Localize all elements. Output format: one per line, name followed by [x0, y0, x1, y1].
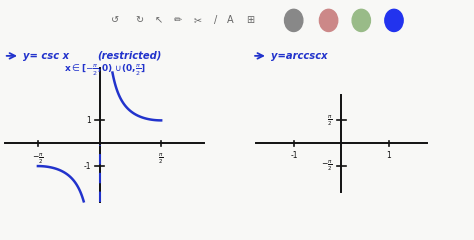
Text: A: A [227, 15, 234, 25]
Ellipse shape [319, 9, 338, 31]
Ellipse shape [352, 9, 371, 31]
Ellipse shape [284, 9, 303, 31]
Text: -1: -1 [290, 151, 298, 160]
Text: y= csc x: y= csc x [23, 51, 69, 61]
Text: ⊞: ⊞ [246, 15, 254, 25]
Text: x$\in$[$-\frac{\pi}{2}$,0) $\cup$(0,$\frac{\pi}{2}$]: x$\in$[$-\frac{\pi}{2}$,0) $\cup$(0,$\fr… [64, 63, 146, 78]
Text: $-\frac{\pi}{2}$: $-\frac{\pi}{2}$ [321, 159, 333, 174]
Text: -1: -1 [83, 162, 91, 171]
Ellipse shape [385, 9, 403, 31]
Text: ↻: ↻ [135, 15, 143, 25]
Text: ↺: ↺ [111, 15, 119, 25]
Text: 1: 1 [386, 151, 391, 160]
Text: ✂: ✂ [194, 15, 202, 25]
Text: ↖: ↖ [155, 15, 163, 25]
Text: $-\frac{\pi}{2}$: $-\frac{\pi}{2}$ [32, 151, 44, 166]
Text: (restricted): (restricted) [97, 51, 162, 61]
Text: y=arccscx: y=arccscx [271, 51, 328, 61]
Text: $\frac{\pi}{2}$: $\frac{\pi}{2}$ [328, 113, 333, 128]
Text: /: / [214, 15, 217, 25]
Text: ✏: ✏ [174, 15, 182, 25]
Text: 1: 1 [86, 116, 91, 125]
Text: $\frac{\pi}{2}$: $\frac{\pi}{2}$ [158, 151, 164, 166]
